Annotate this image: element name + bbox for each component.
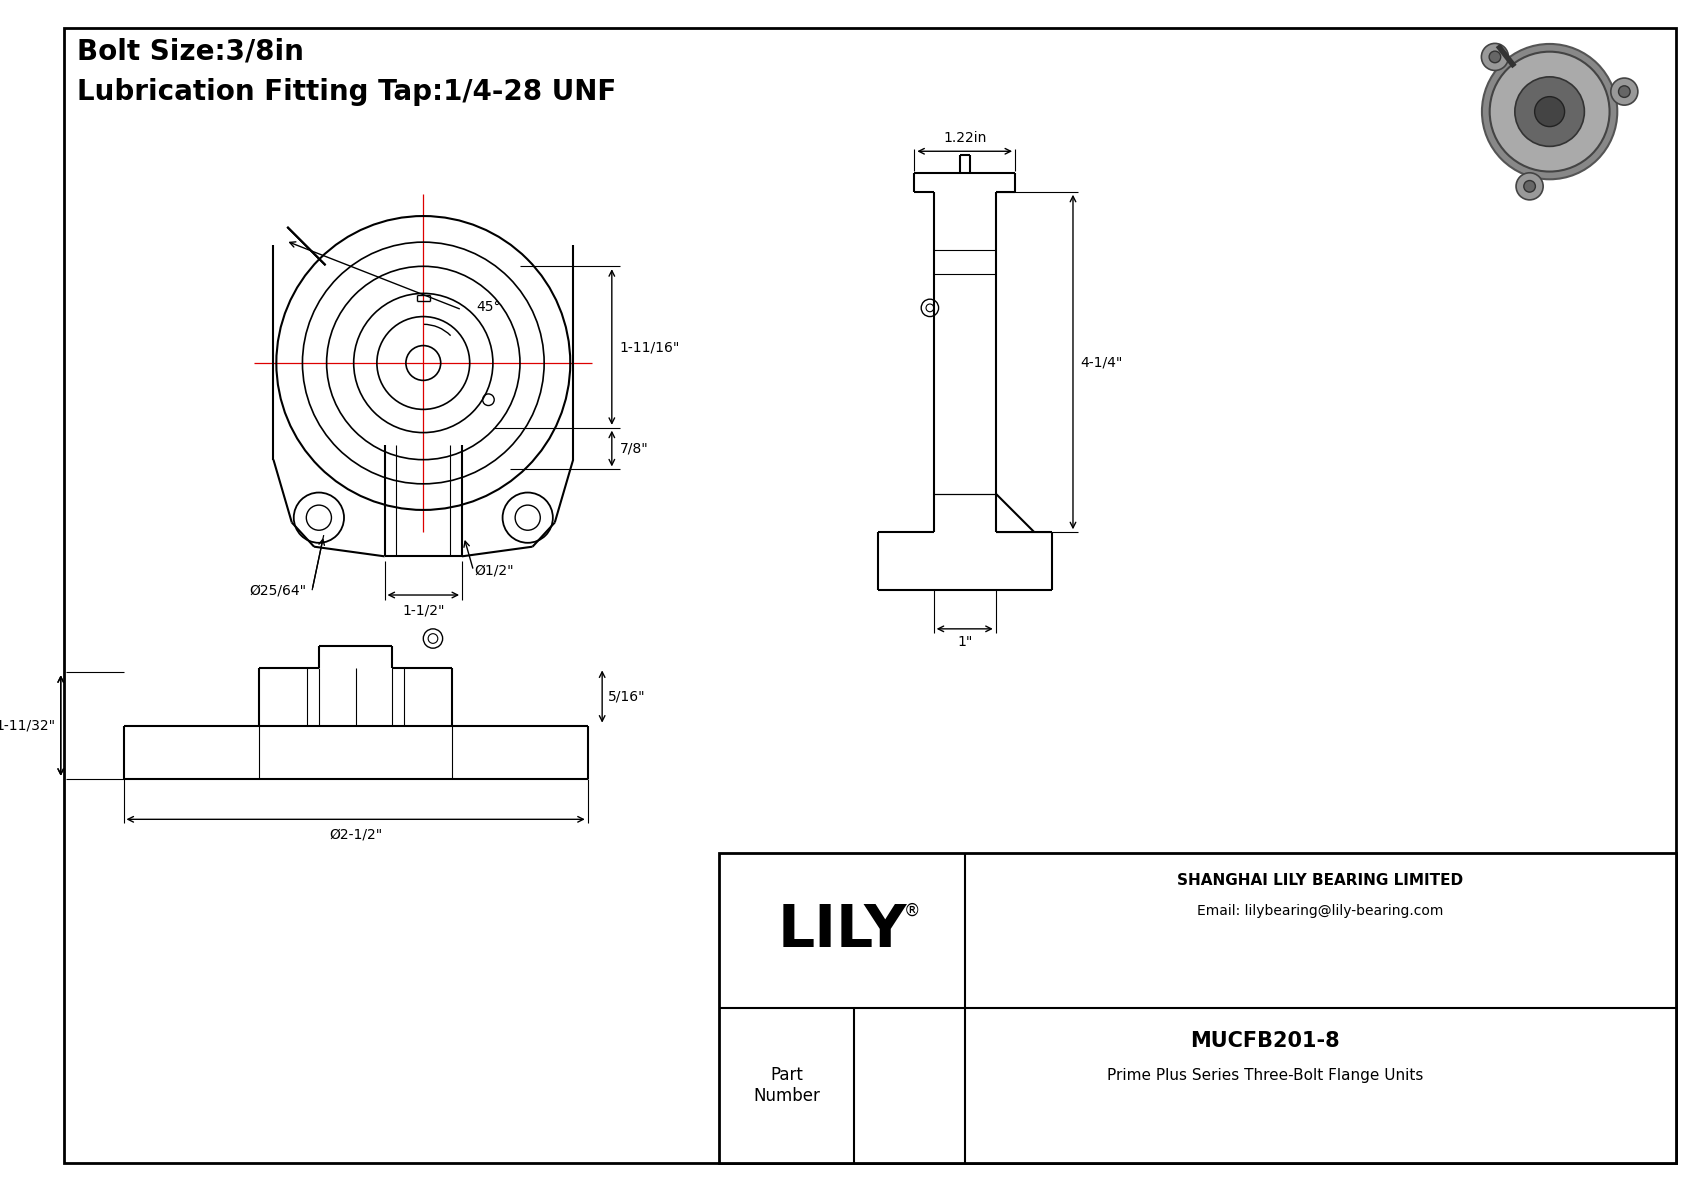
Text: 7/8": 7/8" [620,442,648,455]
Text: Ø25/64": Ø25/64" [249,584,306,597]
Text: 1-1/2": 1-1/2" [402,604,445,617]
Circle shape [1489,51,1500,63]
Text: SHANGHAI LILY BEARING LIMITED: SHANGHAI LILY BEARING LIMITED [1177,873,1463,887]
Circle shape [1618,86,1630,98]
Bar [719,853,1676,1162]
Text: Bolt Size:3/8in: Bolt Size:3/8in [77,37,305,66]
Text: Part
Number: Part Number [753,1066,820,1104]
Text: Email: lilybearing@lily-bearing.com: Email: lilybearing@lily-bearing.com [1197,904,1443,918]
Text: 4-1/4": 4-1/4" [1081,355,1123,369]
Text: 1-11/32": 1-11/32" [0,718,56,732]
Text: 45°: 45° [477,300,500,314]
Circle shape [1482,43,1509,70]
Text: 5/16": 5/16" [608,690,645,704]
Text: ®: ® [903,902,919,921]
Text: Lubrication Fitting Tap:1/4-28 UNF: Lubrication Fitting Tap:1/4-28 UNF [77,77,616,106]
Circle shape [1516,77,1585,146]
Circle shape [1612,79,1639,105]
Circle shape [1490,51,1610,172]
Text: LILY: LILY [778,902,906,959]
Circle shape [1524,181,1536,192]
Circle shape [1534,96,1564,126]
Text: Ø2-1/2": Ø2-1/2" [328,828,382,842]
Text: Ø1/2": Ø1/2" [475,563,514,578]
Text: Prime Plus Series Three-Bolt Flange Units: Prime Plus Series Three-Bolt Flange Unit… [1106,1068,1423,1083]
Text: 1-11/16": 1-11/16" [620,341,680,354]
Text: 1": 1" [957,635,972,649]
Circle shape [1516,173,1543,200]
Circle shape [1482,44,1617,180]
Text: 1.22in: 1.22in [943,131,987,145]
Text: MUCFB201-8: MUCFB201-8 [1191,1030,1340,1050]
